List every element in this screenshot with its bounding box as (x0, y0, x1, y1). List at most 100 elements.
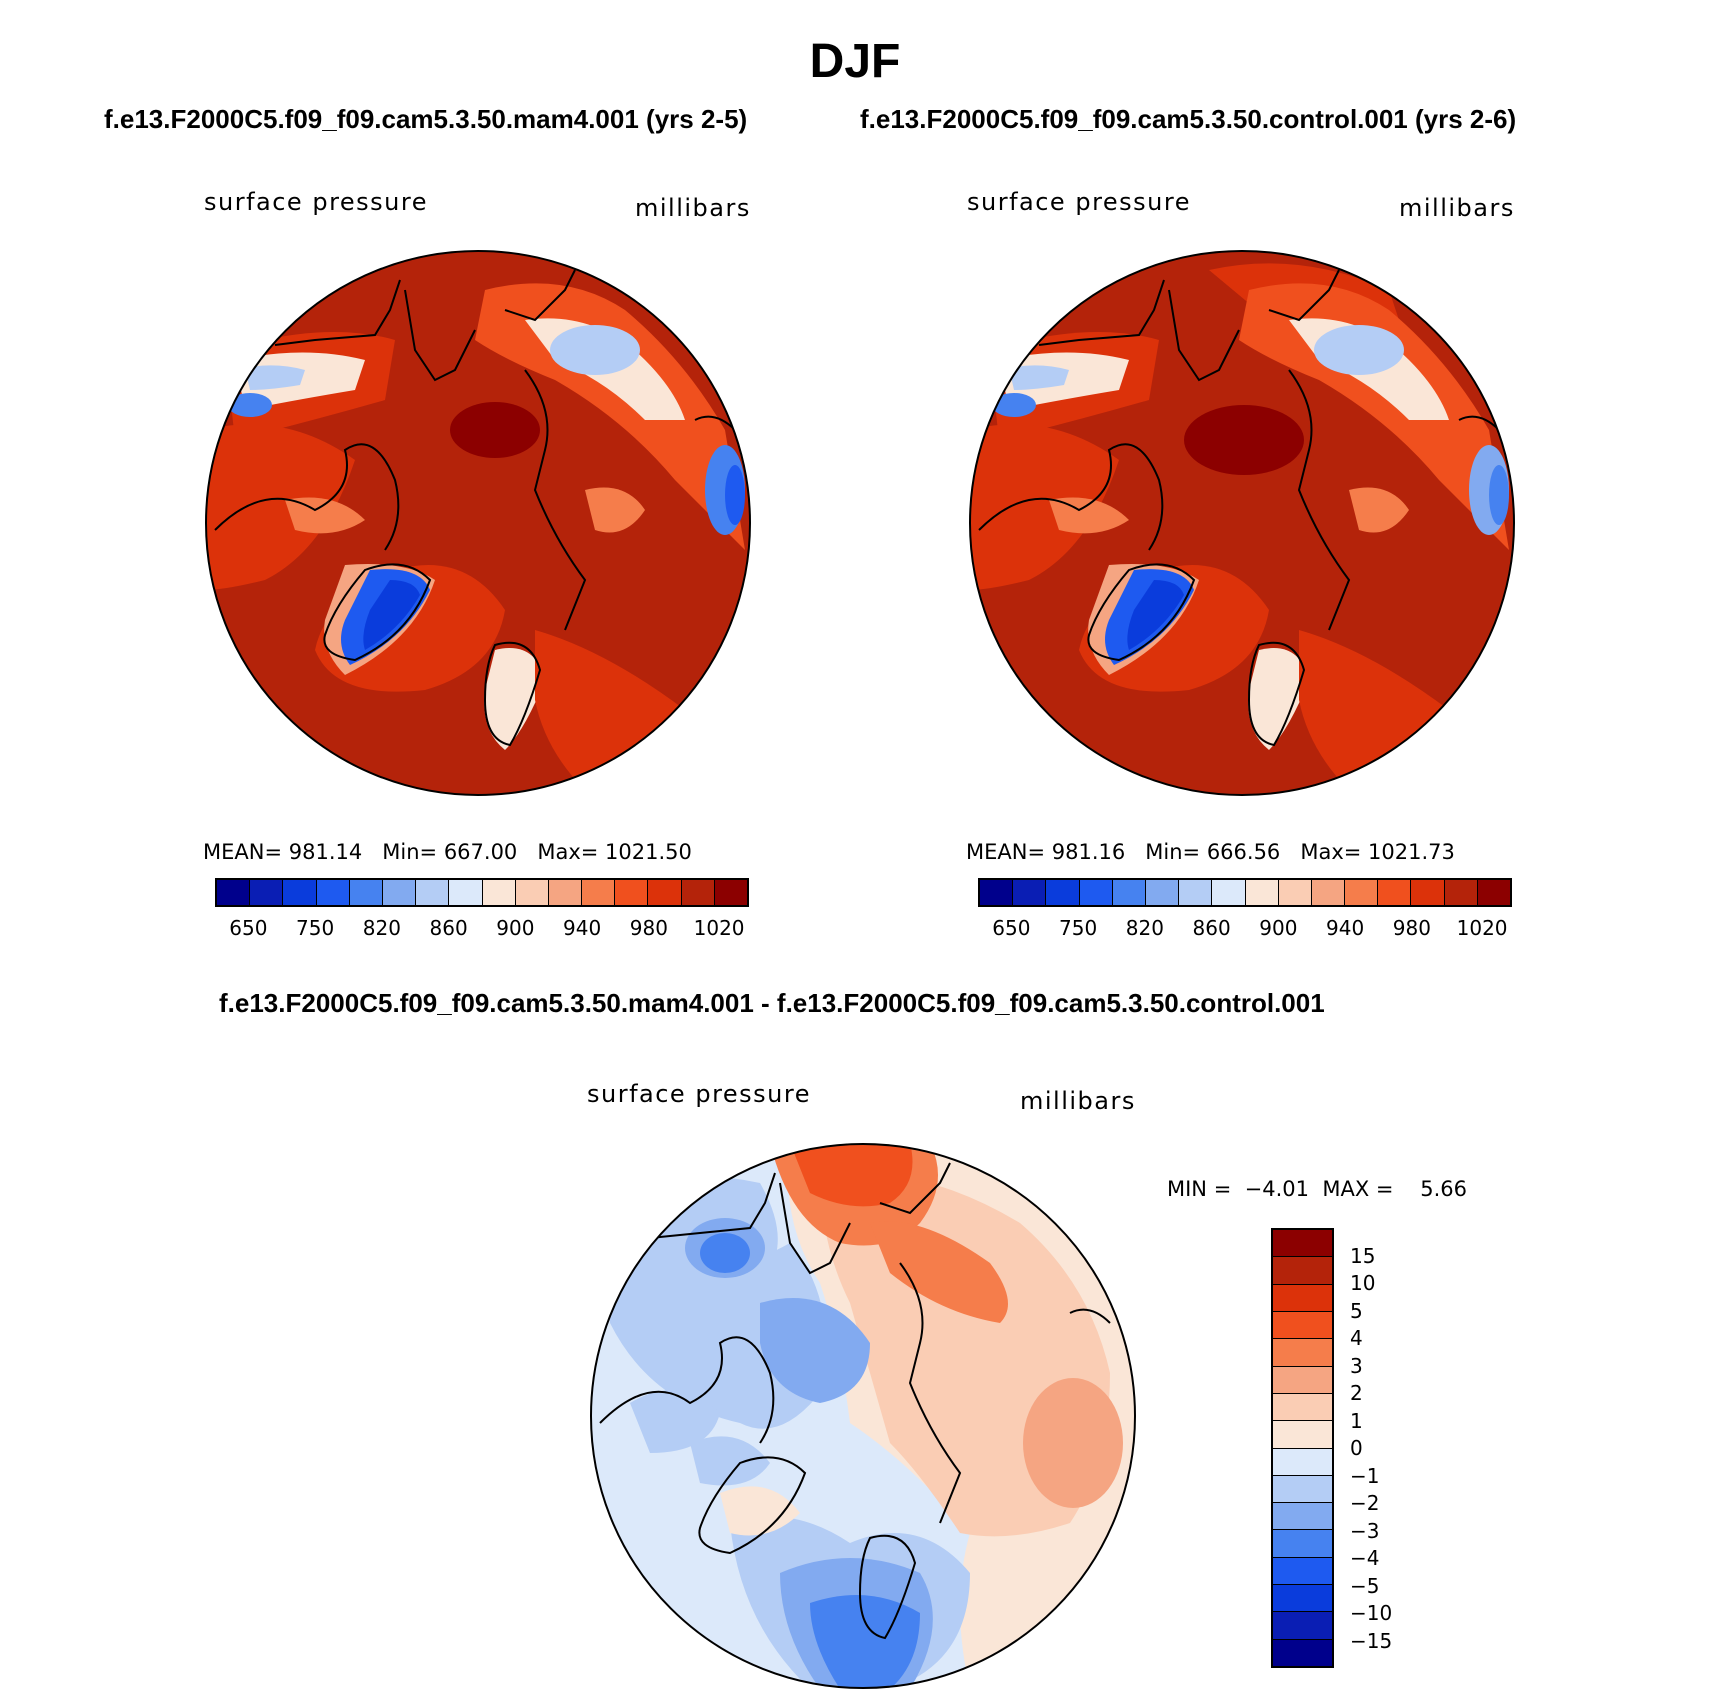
colorbar-swatch (980, 880, 1014, 905)
colorbar-tick-label: 980 (1392, 916, 1431, 940)
colorbar-tick-label: −4 (1350, 1546, 1380, 1570)
control-variable-label: surface pressure (967, 188, 1191, 216)
mam4-colorbar (215, 878, 749, 907)
diff-polar-map (590, 1143, 1136, 1689)
mam4-stats: MEAN= 981.14 Min= 667.00 Max= 1021.50 (203, 840, 692, 864)
colorbar-swatch (1145, 880, 1180, 905)
colorbar-tick-label: 650 (229, 916, 268, 940)
colorbar-tick-label: 900 (496, 916, 535, 940)
colorbar-swatch (548, 880, 583, 905)
colorbar-tick-label: 820 (362, 916, 401, 940)
colorbar-swatch (615, 880, 649, 905)
colorbar-tick-label: 750 (296, 916, 335, 940)
colorbar-tick-label: −5 (1350, 1573, 1380, 1598)
colorbar-tick-label: 1020 (1456, 916, 1508, 940)
colorbar-swatch (1079, 880, 1113, 905)
colorbar-tick-label: 4 (1350, 1326, 1363, 1350)
control-polar-map (969, 250, 1515, 796)
colorbar-swatch (1273, 1530, 1332, 1558)
colorbar-swatch (1273, 1503, 1332, 1531)
colorbar-swatch (1273, 1339, 1332, 1367)
colorbar-tick-label: 1020 (693, 916, 745, 940)
colorbar-tick-label: 820 (1125, 916, 1164, 940)
colorbar-tick-label: 3 (1350, 1353, 1363, 1378)
diff-title: f.e13.F2000C5.f09_f09.cam5.3.50.mam4.001… (219, 988, 1325, 1018)
colorbar-swatch (482, 880, 516, 905)
colorbar-swatch (382, 880, 417, 905)
colorbar-swatch (1112, 880, 1146, 905)
colorbar-tick-label: −1 (1350, 1463, 1380, 1488)
colorbar-tick-label: 15 (1350, 1243, 1376, 1268)
diff-colorbar (1271, 1228, 1334, 1668)
colorbar-swatch (1278, 880, 1312, 905)
colorbar-swatch (1273, 1284, 1332, 1312)
colorbar-swatch (1212, 880, 1246, 905)
control-stats: MEAN= 981.16 Min= 666.56 Max= 1021.73 (966, 840, 1455, 864)
colorbar-tick-label: 900 (1259, 916, 1298, 940)
colorbar-swatch (283, 880, 317, 905)
control-map-border (969, 250, 1515, 796)
colorbar-tick-label: 750 (1059, 916, 1098, 940)
colorbar-swatch (1444, 880, 1478, 905)
colorbar-swatch (217, 880, 251, 905)
colorbar-swatch (1013, 880, 1047, 905)
colorbar-swatch (515, 880, 549, 905)
mam4-polar-map (205, 250, 751, 796)
colorbar-swatch (1273, 1230, 1332, 1258)
colorbar-swatch (714, 880, 747, 905)
colorbar-swatch (1273, 1557, 1332, 1586)
colorbar-swatch (1311, 880, 1346, 905)
colorbar-tick-label: 2 (1350, 1381, 1363, 1405)
colorbar-swatch (1273, 1639, 1332, 1666)
mam4-variable-label: surface pressure (204, 188, 428, 216)
colorbar-tick-label: 1 (1350, 1408, 1363, 1433)
colorbar-swatch (1273, 1612, 1332, 1640)
figure-title: DJF (809, 35, 901, 88)
colorbar-tick-label: 10 (1350, 1271, 1376, 1295)
colorbar-tick-label: 860 (429, 916, 468, 940)
case1-title: f.e13.F2000C5.f09_f09.cam5.3.50.mam4.001… (104, 104, 748, 134)
colorbar-swatch (1378, 880, 1412, 905)
colorbar-swatch (648, 880, 682, 905)
colorbar-swatch (1273, 1393, 1332, 1422)
colorbar-swatch (1273, 1585, 1332, 1613)
colorbar-swatch (449, 880, 483, 905)
colorbar-tick-label: 940 (1326, 916, 1365, 940)
diff-variable-label: surface pressure (587, 1080, 811, 1108)
colorbar-swatch (1273, 1475, 1332, 1504)
colorbar-tick-label: 0 (1350, 1436, 1363, 1460)
colorbar-tick-label: 5 (1350, 1298, 1363, 1323)
colorbar-swatch (1179, 880, 1213, 905)
colorbar-tick-label: −15 (1350, 1628, 1393, 1653)
colorbar-swatch (349, 880, 383, 905)
colorbar-swatch (582, 880, 616, 905)
colorbar-swatch (1273, 1448, 1332, 1476)
colorbar-swatch (1345, 880, 1379, 905)
colorbar-tick-label: −2 (1350, 1491, 1380, 1515)
control-units-label: millibars (1399, 194, 1515, 222)
colorbar-swatch (1273, 1421, 1332, 1449)
colorbar-swatch (416, 880, 450, 905)
colorbar-swatch (681, 880, 715, 905)
colorbar-tick-label: 860 (1192, 916, 1231, 940)
colorbar-tick-label: 980 (629, 916, 668, 940)
colorbar-swatch (1245, 880, 1279, 905)
colorbar-tick-label: −10 (1350, 1601, 1393, 1625)
colorbar-swatch (316, 880, 350, 905)
colorbar-swatch (1273, 1311, 1332, 1340)
diff-units-label: millibars (1020, 1087, 1136, 1115)
diff-stats: MIN = −4.01 MAX = 5.66 (1167, 1177, 1467, 1201)
control-colorbar (978, 878, 1512, 907)
mam4-map-border (205, 250, 751, 796)
colorbar-swatch (1046, 880, 1080, 905)
colorbar-swatch (1273, 1366, 1332, 1394)
colorbar-swatch (1411, 880, 1445, 905)
colorbar-tick-label: −3 (1350, 1518, 1380, 1543)
colorbar-swatch (250, 880, 284, 905)
colorbar-swatch (1273, 1257, 1332, 1285)
case2-title: f.e13.F2000C5.f09_f09.cam5.3.50.control.… (860, 104, 1517, 134)
colorbar-tick-label: 940 (563, 916, 602, 940)
colorbar-tick-label: 650 (992, 916, 1031, 940)
mam4-units-label: millibars (635, 194, 751, 222)
colorbar-swatch (1477, 880, 1510, 905)
